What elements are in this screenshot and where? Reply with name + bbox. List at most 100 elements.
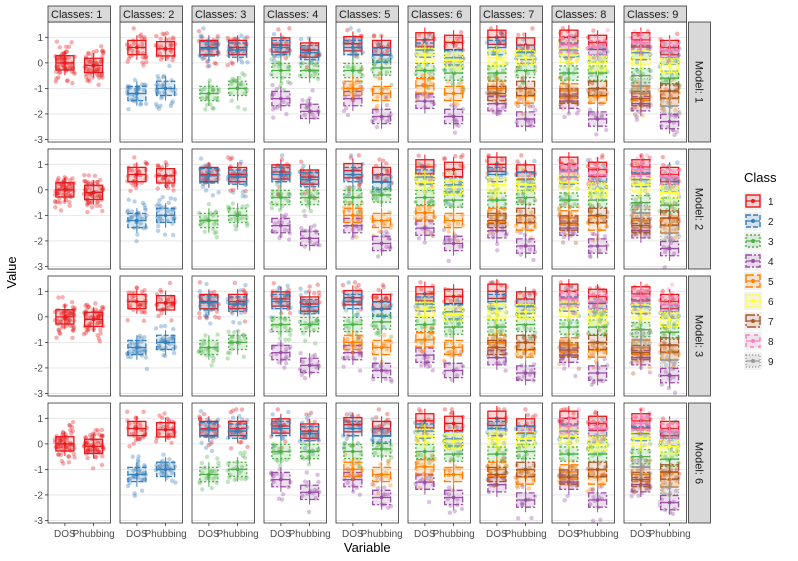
data-point bbox=[602, 234, 608, 239]
data-point bbox=[172, 197, 178, 202]
y-tick-label: -3 bbox=[34, 135, 43, 146]
data-point bbox=[227, 350, 232, 356]
data-point bbox=[101, 50, 106, 55]
data-point bbox=[516, 32, 521, 38]
data-point bbox=[72, 71, 77, 76]
box-mean-point bbox=[523, 309, 528, 314]
data-point bbox=[86, 76, 91, 82]
data-point bbox=[312, 291, 317, 296]
data-point bbox=[374, 124, 380, 130]
data-point bbox=[273, 48, 279, 53]
data-point bbox=[196, 28, 202, 34]
data-point bbox=[165, 185, 171, 191]
box-mean-point bbox=[523, 182, 528, 187]
column-facet-label: Classes: 2 bbox=[123, 9, 174, 21]
data-point bbox=[87, 59, 92, 65]
box-mean-point bbox=[163, 47, 168, 51]
data-point bbox=[141, 318, 147, 323]
data-point bbox=[213, 42, 218, 48]
data-point bbox=[53, 79, 59, 84]
box-mean-point bbox=[163, 301, 168, 305]
box-mean-point bbox=[595, 371, 600, 375]
data-point bbox=[86, 179, 91, 185]
box-mean-point bbox=[279, 45, 283, 50]
facet-panel bbox=[191, 275, 255, 397]
data-point bbox=[373, 50, 378, 55]
box-mean-point bbox=[667, 246, 672, 251]
data-point bbox=[672, 132, 677, 138]
data-point bbox=[86, 67, 91, 73]
data-point bbox=[232, 36, 237, 41]
box-mean-point bbox=[135, 91, 139, 96]
data-point bbox=[560, 240, 566, 245]
data-point bbox=[134, 239, 139, 244]
data-point bbox=[233, 78, 239, 84]
box-mean-point bbox=[451, 58, 456, 63]
data-point bbox=[158, 44, 164, 49]
data-point bbox=[384, 70, 390, 75]
data-point bbox=[95, 333, 100, 338]
data-point bbox=[351, 185, 357, 190]
data-point bbox=[198, 34, 204, 40]
y-tick-label: -1 bbox=[34, 84, 43, 95]
facet-panel bbox=[263, 148, 327, 270]
data-point bbox=[315, 282, 320, 287]
data-point bbox=[225, 35, 230, 41]
data-point bbox=[284, 40, 289, 46]
data-point bbox=[170, 232, 176, 238]
data-point bbox=[274, 182, 280, 187]
box-mean-point bbox=[423, 99, 427, 103]
data-point bbox=[237, 320, 242, 326]
data-point bbox=[144, 366, 150, 372]
data-point bbox=[298, 350, 303, 356]
box-mean-point bbox=[279, 322, 283, 327]
data-point bbox=[349, 153, 354, 158]
box-mean-point bbox=[351, 45, 355, 50]
box-mean-point bbox=[351, 322, 355, 327]
data-point bbox=[375, 43, 381, 48]
data-point bbox=[156, 106, 162, 111]
y-tick-label: 0 bbox=[37, 58, 43, 69]
data-point bbox=[418, 280, 423, 285]
data-point bbox=[54, 335, 59, 340]
box-mean-point bbox=[451, 91, 456, 96]
data-point bbox=[562, 366, 567, 371]
data-point bbox=[675, 160, 680, 165]
box-mean-point bbox=[639, 84, 643, 88]
data-point bbox=[312, 72, 318, 77]
data-point bbox=[170, 99, 176, 104]
data-point bbox=[139, 82, 145, 87]
data-point bbox=[68, 65, 73, 70]
data-point bbox=[197, 315, 202, 320]
column-facet-label: Classes: 5 bbox=[339, 9, 390, 21]
data-point bbox=[233, 223, 238, 228]
data-point bbox=[202, 229, 207, 234]
box-mean-point bbox=[307, 50, 312, 55]
data-point bbox=[60, 55, 65, 60]
column-facet-label: Classes: 4 bbox=[267, 9, 318, 21]
box-mean-point bbox=[379, 114, 384, 119]
box-mean-point bbox=[379, 368, 384, 373]
box-mean-point bbox=[567, 348, 571, 352]
data-point bbox=[154, 33, 159, 39]
box-mean-point bbox=[351, 68, 355, 73]
box-mean-point bbox=[351, 299, 355, 304]
data-point bbox=[605, 27, 610, 33]
data-point bbox=[96, 75, 102, 80]
box-mean-point bbox=[351, 172, 355, 177]
data-point bbox=[230, 201, 236, 206]
data-point bbox=[230, 190, 236, 195]
data-point bbox=[354, 76, 360, 82]
data-point bbox=[375, 40, 380, 46]
box-mean-point bbox=[307, 68, 312, 73]
data-point bbox=[58, 331, 63, 336]
data-point bbox=[271, 91, 276, 97]
data-point bbox=[495, 111, 500, 117]
box-mean-point bbox=[207, 301, 211, 305]
data-point bbox=[230, 61, 236, 66]
data-point bbox=[229, 79, 235, 84]
data-point bbox=[458, 30, 464, 35]
data-point bbox=[530, 26, 535, 31]
data-point bbox=[519, 153, 524, 158]
data-point bbox=[213, 314, 218, 320]
